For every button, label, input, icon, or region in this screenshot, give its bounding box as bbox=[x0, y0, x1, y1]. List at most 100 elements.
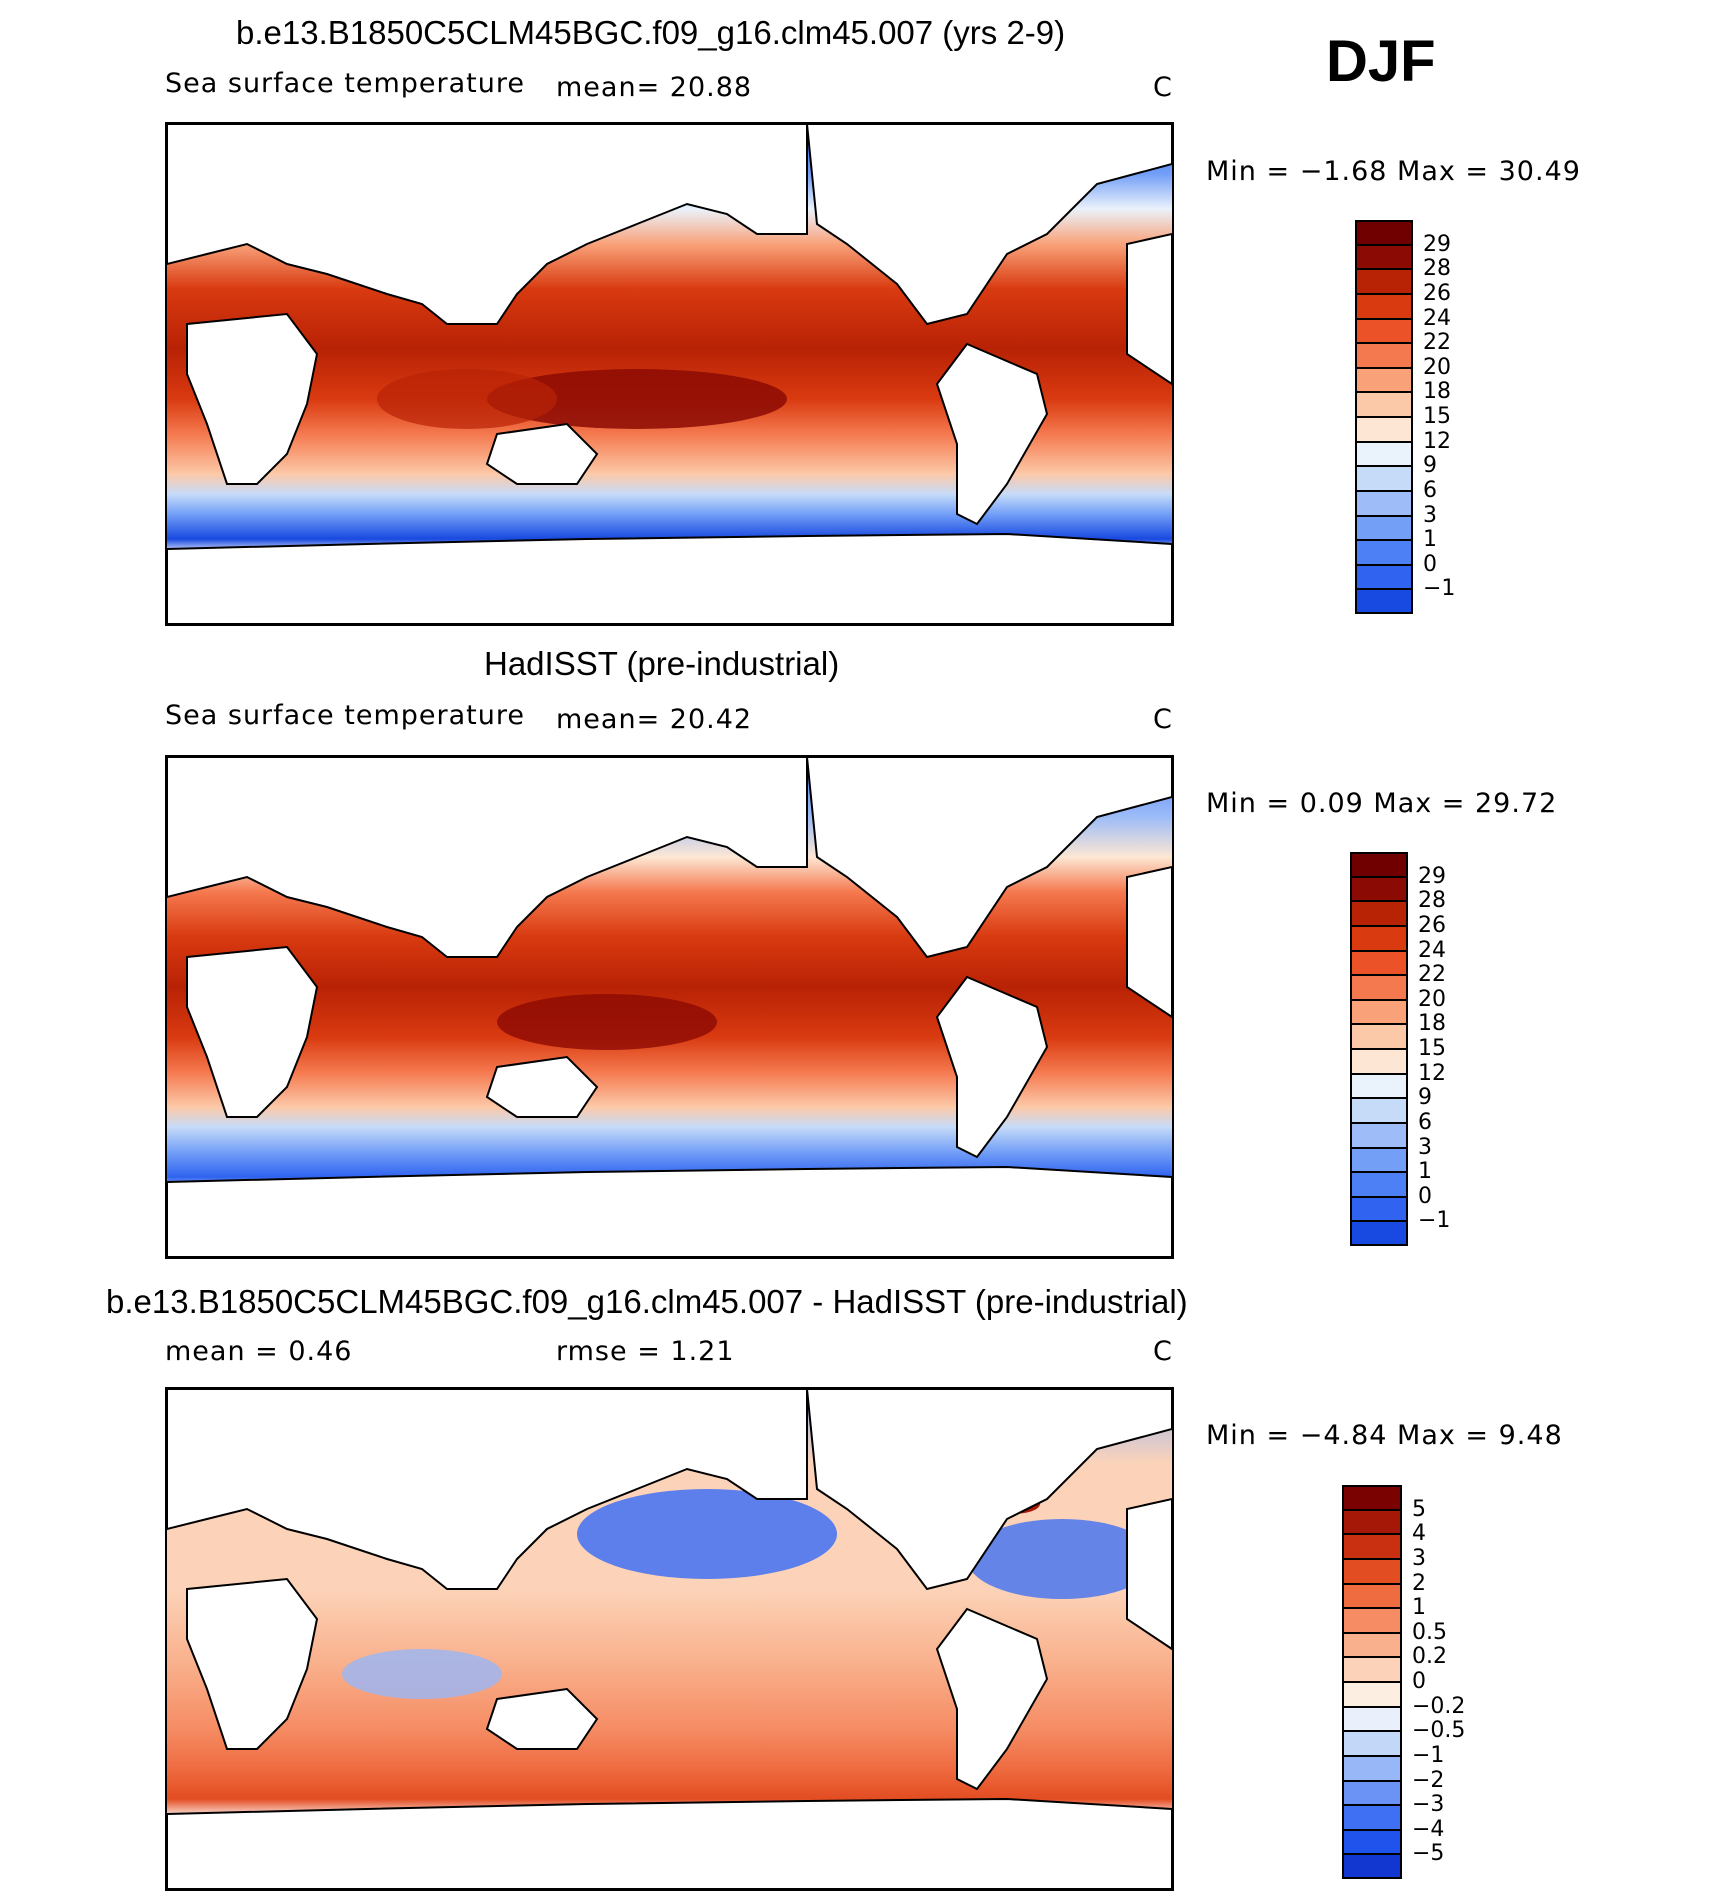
colorbar-swatch bbox=[1355, 244, 1413, 270]
colorbar-tick-label: 3 bbox=[1423, 502, 1437, 528]
colorbar-swatch bbox=[1342, 1731, 1402, 1757]
colorbar-separator bbox=[1342, 1730, 1402, 1733]
colorbar-tick-label: 3 bbox=[1418, 1134, 1432, 1160]
colorbar-swatch bbox=[1342, 1632, 1402, 1658]
colorbar-tick-label: 0 bbox=[1418, 1183, 1432, 1209]
colorbar-tick-label: 18 bbox=[1423, 379, 1451, 405]
colorbar-separator bbox=[1355, 243, 1413, 246]
colorbar-separator bbox=[1342, 1582, 1402, 1585]
colorbar-swatch bbox=[1350, 901, 1408, 927]
panel-1-title: b.e13.B1850C5CLM45BGC.f09_g16.clm45.007 … bbox=[236, 14, 1066, 51]
colorbar-swatch bbox=[1355, 392, 1413, 418]
colorbar-tick-label: −2 bbox=[1412, 1767, 1445, 1793]
colorbar-swatch bbox=[1342, 1829, 1402, 1855]
colorbar-swatch bbox=[1355, 515, 1413, 541]
colorbar-separator bbox=[1355, 539, 1413, 542]
panel-2-mean-label: mean= 20.42 bbox=[556, 704, 753, 735]
colorbar-swatch bbox=[1355, 490, 1413, 516]
colorbar-swatch bbox=[1342, 1583, 1402, 1609]
panel-2-north-america bbox=[805, 757, 1172, 959]
colorbar-swatch bbox=[1350, 1024, 1408, 1050]
colorbar-tick-label: 29 bbox=[1418, 863, 1446, 889]
colorbar-swatch bbox=[1350, 950, 1408, 976]
colorbar-separator bbox=[1342, 1853, 1402, 1856]
panel-1-mean-label: mean= 20.88 bbox=[556, 72, 753, 103]
colorbar-tick-label: 22 bbox=[1423, 330, 1451, 356]
panel-3-africa bbox=[186, 1577, 319, 1750]
colorbar-separator bbox=[1355, 588, 1413, 591]
panel-1-antarctica bbox=[167, 532, 1172, 624]
colorbar-separator bbox=[1355, 563, 1413, 566]
colorbar-swatch bbox=[1350, 1172, 1408, 1198]
colorbar-swatch bbox=[1350, 1221, 1408, 1247]
panel-1-warm-pool bbox=[487, 369, 787, 429]
colorbar-separator bbox=[1355, 317, 1413, 320]
colorbar-swatch bbox=[1355, 220, 1413, 245]
panel-3-title: b.e13.B1850C5CLM45BGC.f09_g16.clm45.007 … bbox=[106, 1283, 1188, 1320]
colorbar-tick-label: 4 bbox=[1412, 1521, 1426, 1547]
colorbar-swatch bbox=[1350, 1147, 1408, 1173]
colorbar-swatch bbox=[1350, 876, 1408, 902]
panel-2-title: HadISST (pre-industrial) bbox=[484, 645, 840, 682]
panel-1-north-america bbox=[805, 124, 1172, 326]
panel-2-south-america bbox=[935, 975, 1049, 1159]
colorbar-separator bbox=[1350, 1097, 1408, 1100]
panel-3-south-america bbox=[935, 1607, 1049, 1791]
colorbar-tick-label: 0 bbox=[1412, 1669, 1426, 1694]
season-label: DJF bbox=[1326, 29, 1436, 94]
colorbar-swatch bbox=[1342, 1805, 1402, 1831]
colorbar-swatch bbox=[1350, 1196, 1408, 1222]
colorbar-separator bbox=[1342, 1508, 1402, 1511]
colorbar-separator bbox=[1355, 366, 1413, 369]
colorbar-swatch bbox=[1342, 1558, 1402, 1584]
colorbar-tick-label: −0.5 bbox=[1412, 1718, 1466, 1744]
colorbar-tick-label: 29 bbox=[1423, 231, 1451, 257]
colorbar-separator bbox=[1350, 875, 1408, 878]
colorbar-separator bbox=[1342, 1557, 1402, 1560]
panel-2-africa-east-edge bbox=[1126, 865, 1172, 1019]
colorbar-tick-label: 28 bbox=[1418, 888, 1446, 914]
panel-1-minmax-label: Min = −1.68 Max = 30.49 bbox=[1206, 156, 1581, 187]
colorbar-separator bbox=[1355, 268, 1413, 271]
panel-3-north-pacific-cold-bias bbox=[577, 1489, 837, 1579]
colorbar-swatch bbox=[1350, 1122, 1408, 1148]
colorbar-swatch bbox=[1355, 441, 1413, 467]
panel-1-eurasia bbox=[167, 124, 808, 325]
colorbar-swatch bbox=[1355, 540, 1413, 566]
colorbar-tick-label: 0 bbox=[1423, 551, 1437, 577]
colorbar-separator bbox=[1342, 1533, 1402, 1536]
colorbar-tick-label: 0.2 bbox=[1412, 1644, 1447, 1670]
colorbar-swatch bbox=[1355, 367, 1413, 393]
panel-2-land bbox=[167, 757, 1172, 1257]
colorbar-tick-label: 3 bbox=[1412, 1545, 1426, 1571]
colorbar-tick-label: 6 bbox=[1423, 477, 1437, 503]
colorbar-tick-label: 1 bbox=[1418, 1159, 1432, 1185]
colorbar-tick-label: 2 bbox=[1412, 1570, 1426, 1596]
panel-3-north-america bbox=[805, 1389, 1172, 1591]
colorbar-tick-label: 1 bbox=[1412, 1595, 1426, 1621]
panel-1-variable-label: Sea surface temperature bbox=[165, 68, 525, 99]
panel-3-indian-cold-bias bbox=[342, 1649, 502, 1699]
colorbar-swatch bbox=[1350, 1098, 1408, 1124]
colorbar-tick-label: 26 bbox=[1423, 280, 1451, 306]
colorbar-tick-label: 0.5 bbox=[1412, 1619, 1447, 1645]
colorbar-separator bbox=[1342, 1828, 1402, 1831]
colorbar-separator bbox=[1350, 1023, 1408, 1026]
colorbar-tick-label: 20 bbox=[1423, 354, 1451, 380]
colorbar-tick-label: 26 bbox=[1418, 912, 1446, 938]
colorbar-swatch bbox=[1342, 1509, 1402, 1535]
colorbar-swatch bbox=[1342, 1608, 1402, 1634]
colorbar-swatch bbox=[1355, 293, 1413, 319]
colorbar-tick-label: 5 bbox=[1412, 1496, 1426, 1522]
colorbar-tick-label: 12 bbox=[1418, 1060, 1446, 1086]
panel-3-minmax-label: Min = −4.84 Max = 9.48 bbox=[1206, 1420, 1563, 1451]
panel-1-africa bbox=[186, 312, 319, 485]
colorbar-swatch bbox=[1342, 1485, 1402, 1510]
colorbar-tick-label: 6 bbox=[1418, 1109, 1432, 1135]
panel-3-map bbox=[165, 1387, 1174, 1891]
colorbar-swatch bbox=[1355, 589, 1413, 615]
colorbar-separator bbox=[1355, 391, 1413, 394]
panel-1-australia bbox=[485, 422, 599, 485]
colorbar-separator bbox=[1342, 1656, 1402, 1659]
